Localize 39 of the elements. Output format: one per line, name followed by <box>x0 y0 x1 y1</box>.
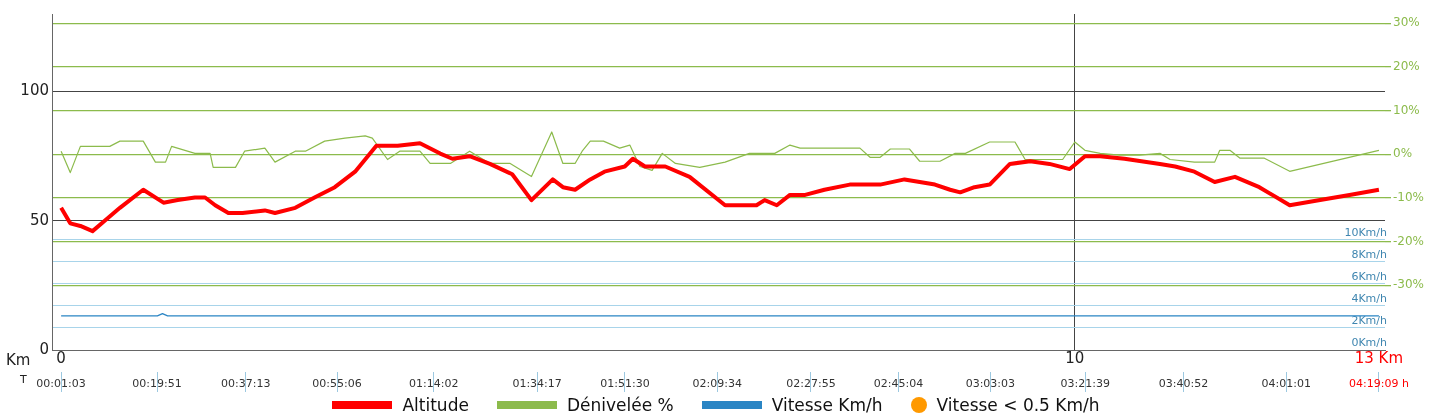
x-axis-title: Km <box>6 351 31 370</box>
y3-tick-label: 8Km/h <box>1351 247 1388 261</box>
x2-tick-label: 01:14:02 <box>409 377 459 391</box>
y2-tick-label: -10% <box>1393 190 1425 205</box>
y3-tick-label: 10Km/h <box>1344 225 1388 239</box>
y2-tick-label: 30% <box>1393 15 1420 30</box>
y2-tick-label: 20% <box>1393 58 1420 73</box>
x2-tick-label: 03:21:39 <box>1060 377 1111 391</box>
x2-tick-label: 00:19:51 <box>132 377 182 391</box>
x2-tick-label: 02:09:34 <box>692 377 742 391</box>
legend-label: Vitesse Km/h <box>771 394 883 415</box>
x2-tick-label: 03:03:03 <box>965 377 1016 391</box>
x2-tick-label: 01:34:17 <box>512 377 562 391</box>
x2-tick-label: 04:01:01 <box>1261 377 1312 391</box>
x-tick-label: 0 <box>56 348 66 367</box>
x2-axis-title: T <box>19 373 27 387</box>
x2-tick-label: 02:27:55 <box>786 377 836 391</box>
x2-tick-label: 03:40:52 <box>1158 377 1209 391</box>
y2-tick-label: -30% <box>1393 277 1425 292</box>
legend-label: Altitude <box>402 394 469 415</box>
y2-tick-label: 10% <box>1393 102 1420 117</box>
x-tick-label: 10 <box>1065 348 1085 367</box>
y3-tick-label: 0Km/h <box>1351 335 1388 349</box>
x2-tick-label: 02:45:04 <box>873 377 924 391</box>
x2-tick-label: 04:19:09 h <box>1349 377 1409 391</box>
legend-label: Vitesse < 0.5 Km/h <box>936 394 1100 415</box>
x2-tick-label: 01:51:30 <box>600 377 650 391</box>
x2-tick-label: 00:37:13 <box>221 377 271 391</box>
y-tick-label: 100 <box>20 81 49 100</box>
x2-tick-label: 00:55:06 <box>312 377 362 391</box>
y2-tick-label: 0% <box>1393 146 1413 161</box>
y-tick-label: 50 <box>29 210 49 229</box>
x-tick-label: 13 Km <box>1354 348 1404 367</box>
y3-tick-label: 4Km/h <box>1351 291 1388 305</box>
x2-tick-label: 00:01:03 <box>36 377 86 391</box>
y2-tick-label: -20% <box>1393 233 1425 248</box>
legend-label: Dénivelée % <box>566 394 674 415</box>
y3-tick-label: 2Km/h <box>1351 313 1388 327</box>
y3-tick-label: 6Km/h <box>1351 269 1388 283</box>
